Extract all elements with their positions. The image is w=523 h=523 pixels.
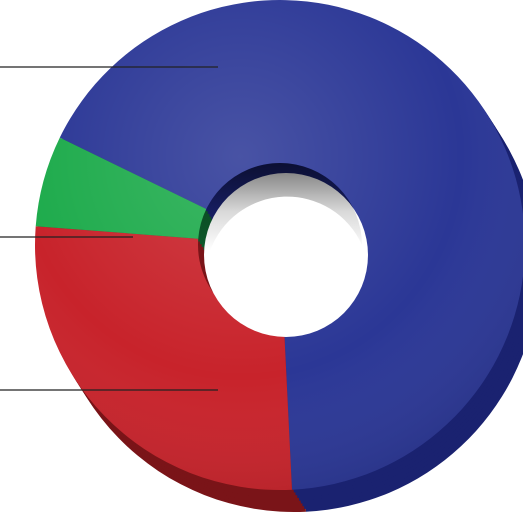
donut-hole — [204, 173, 368, 337]
donut-gloss — [35, 0, 523, 490]
donut-inner-wall — [198, 163, 362, 251]
